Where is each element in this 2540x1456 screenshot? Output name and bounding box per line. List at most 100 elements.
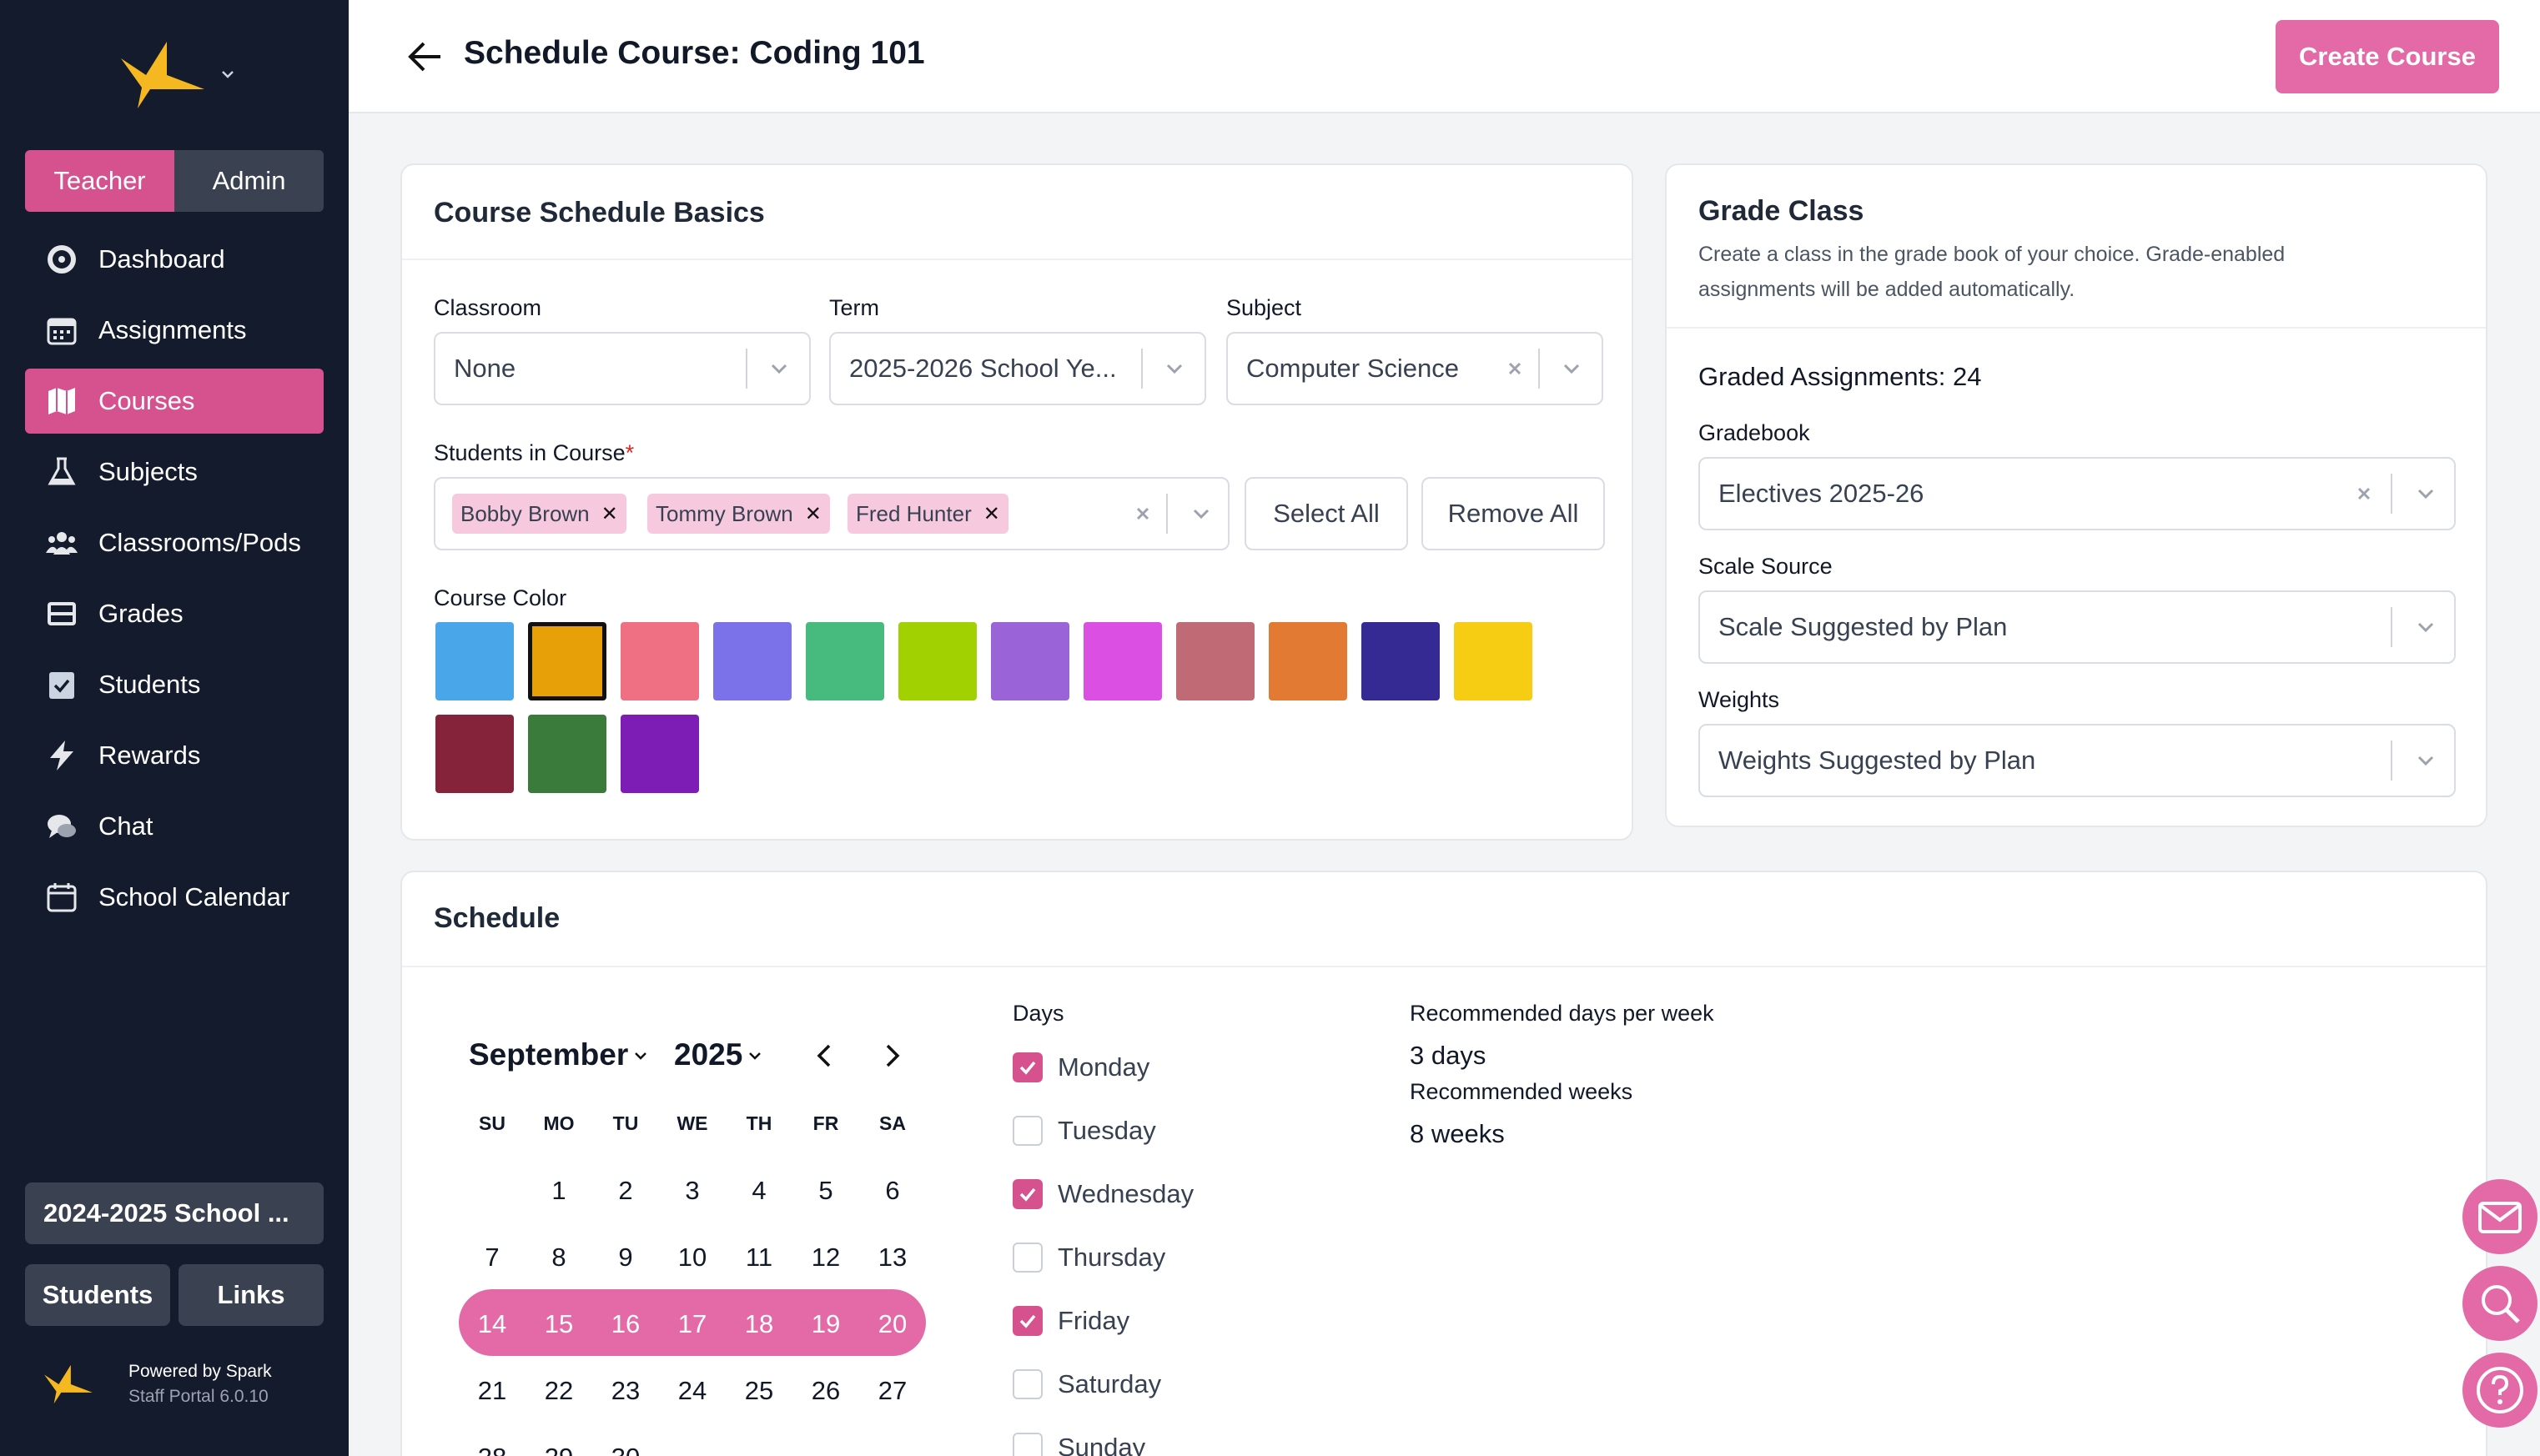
chevron-down-icon[interactable] — [2414, 749, 2437, 772]
calendar-day[interactable]: 26 — [811, 1376, 841, 1405]
calendar-day[interactable]: 1 — [551, 1176, 566, 1205]
calendar-day[interactable]: 17 — [677, 1309, 707, 1338]
remove-all-button[interactable]: Remove All — [1421, 477, 1605, 550]
weights-select[interactable]: Weights Suggested by Plan — [1698, 724, 2456, 797]
calendar-day[interactable]: 6 — [885, 1176, 900, 1205]
color-swatch[interactable] — [898, 622, 977, 700]
subject-select[interactable]: Computer Science — [1226, 332, 1603, 405]
clear-icon[interactable] — [1131, 502, 1154, 525]
month-select[interactable]: September — [469, 1037, 650, 1072]
gradebook-select[interactable]: Electives 2025-26 — [1698, 457, 2456, 530]
chevron-down-icon[interactable] — [1190, 502, 1213, 525]
calendar-day[interactable]: 15 — [544, 1309, 574, 1338]
remove-tag-icon[interactable]: ✕ — [983, 502, 1000, 525]
sidebar-item-assignments[interactable]: Assignments — [25, 298, 324, 363]
calendar-day[interactable]: 28 — [467, 1443, 517, 1456]
calendar-day[interactable]: 9 — [618, 1243, 633, 1272]
calendar-day[interactable]: 8 — [551, 1243, 566, 1272]
calendar-day[interactable]: 30 — [601, 1443, 651, 1456]
day-checkbox-thursday[interactable]: Thursday — [1013, 1243, 1165, 1273]
scale-source-select[interactable]: Scale Suggested by Plan — [1698, 590, 2456, 664]
search-button[interactable] — [2462, 1266, 2537, 1341]
links-button[interactable]: Links — [179, 1264, 324, 1326]
calendar-day[interactable]: 16 — [611, 1309, 641, 1338]
calendar-day[interactable]: 27 — [878, 1376, 908, 1405]
sidebar-item-rewards[interactable]: Rewards — [25, 723, 324, 788]
help-button[interactable] — [2462, 1353, 2537, 1428]
color-swatch[interactable] — [1454, 622, 1532, 700]
clear-icon[interactable] — [2352, 482, 2376, 505]
day-checkbox-wednesday[interactable]: Wednesday — [1013, 1179, 1194, 1209]
color-swatch[interactable] — [528, 715, 606, 793]
color-swatch[interactable] — [713, 622, 792, 700]
color-swatch[interactable] — [991, 622, 1069, 700]
color-swatch[interactable] — [1084, 622, 1162, 700]
checkbox-unchecked-icon[interactable] — [1013, 1369, 1043, 1399]
color-swatch[interactable] — [1269, 622, 1347, 700]
calendar-day[interactable]: 4 — [752, 1176, 767, 1205]
sidebar-item-school-calendar[interactable]: School Calendar — [25, 865, 324, 930]
calendar-day[interactable]: 23 — [611, 1376, 641, 1405]
role-teacher[interactable]: Teacher — [25, 150, 174, 212]
day-checkbox-sunday[interactable]: Sunday — [1013, 1433, 1145, 1456]
color-swatch[interactable] — [1176, 622, 1255, 700]
color-swatch[interactable] — [621, 715, 699, 793]
calendar-day[interactable]: 22 — [544, 1376, 574, 1405]
sidebar-item-chat[interactable]: Chat — [25, 794, 324, 859]
school-year-button[interactable]: 2024-2025 School ... — [25, 1182, 324, 1244]
clear-icon[interactable] — [1503, 357, 1527, 380]
create-course-button[interactable]: Create Course — [2276, 20, 2499, 93]
day-checkbox-tuesday[interactable]: Tuesday — [1013, 1116, 1156, 1146]
chevron-down-icon[interactable] — [1163, 357, 1186, 380]
day-checkbox-friday[interactable]: Friday — [1013, 1306, 1129, 1336]
calendar-day[interactable]: 5 — [818, 1176, 833, 1205]
calendar-day[interactable]: 20 — [878, 1309, 908, 1338]
classroom-select[interactable]: None — [434, 332, 811, 405]
chevron-down-icon[interactable] — [767, 357, 791, 380]
color-swatch[interactable] — [435, 715, 514, 793]
calendar-day[interactable]: 29 — [534, 1443, 584, 1456]
prev-month-icon[interactable] — [809, 1041, 839, 1071]
checkbox-unchecked-icon[interactable] — [1013, 1243, 1043, 1273]
calendar-day[interactable]: 3 — [685, 1176, 700, 1205]
spark-logo[interactable] — [117, 33, 250, 117]
color-swatch[interactable] — [806, 622, 884, 700]
term-select[interactable]: 2025-2026 School Ye... — [829, 332, 1206, 405]
sidebar-item-grades[interactable]: Grades — [25, 581, 324, 646]
day-checkbox-monday[interactable]: Monday — [1013, 1052, 1149, 1082]
next-month-icon[interactable] — [878, 1041, 908, 1071]
checkbox-checked-icon[interactable] — [1013, 1306, 1043, 1336]
color-swatch[interactable] — [621, 622, 699, 700]
students-button[interactable]: Students — [25, 1264, 170, 1326]
color-swatch[interactable] — [435, 622, 514, 700]
calendar-day[interactable]: 18 — [744, 1309, 774, 1338]
calendar-day[interactable]: 21 — [477, 1376, 507, 1405]
back-arrow-icon[interactable] — [405, 37, 445, 77]
chevron-down-icon[interactable] — [220, 67, 235, 82]
sidebar-item-courses[interactable]: Courses — [25, 369, 324, 434]
remove-tag-icon[interactable]: ✕ — [601, 502, 618, 525]
calendar-day[interactable]: 11 — [745, 1243, 773, 1272]
calendar-day[interactable]: 7 — [485, 1243, 500, 1272]
checkbox-unchecked-icon[interactable] — [1013, 1116, 1043, 1146]
color-swatch[interactable] — [528, 622, 606, 700]
checkbox-unchecked-icon[interactable] — [1013, 1433, 1043, 1456]
chevron-down-icon[interactable] — [2414, 482, 2437, 505]
calendar-day[interactable]: 24 — [677, 1376, 707, 1405]
remove-tag-icon[interactable]: ✕ — [804, 502, 822, 525]
calendar-day[interactable]: 19 — [811, 1309, 841, 1338]
calendar-day[interactable]: 10 — [677, 1243, 707, 1272]
calendar-day[interactable]: 13 — [878, 1243, 908, 1272]
sidebar-item-subjects[interactable]: Subjects — [25, 439, 324, 505]
students-multiselect[interactable]: Bobby Brown ✕ Tommy Brown ✕ Fred Hunter ✕ — [434, 477, 1230, 550]
year-select[interactable]: 2025 — [674, 1037, 764, 1072]
sidebar-item-students[interactable]: Students — [25, 652, 324, 717]
chevron-down-icon[interactable] — [2414, 615, 2437, 639]
day-checkbox-saturday[interactable]: Saturday — [1013, 1369, 1161, 1399]
sidebar-item-dashboard[interactable]: Dashboard — [25, 227, 324, 292]
sidebar-item-classrooms[interactable]: Classrooms/Pods — [25, 510, 324, 575]
mail-button[interactable] — [2462, 1179, 2537, 1254]
chevron-down-icon[interactable] — [1560, 357, 1583, 380]
color-swatch[interactable] — [1361, 622, 1440, 700]
calendar-day[interactable]: 25 — [744, 1376, 774, 1405]
